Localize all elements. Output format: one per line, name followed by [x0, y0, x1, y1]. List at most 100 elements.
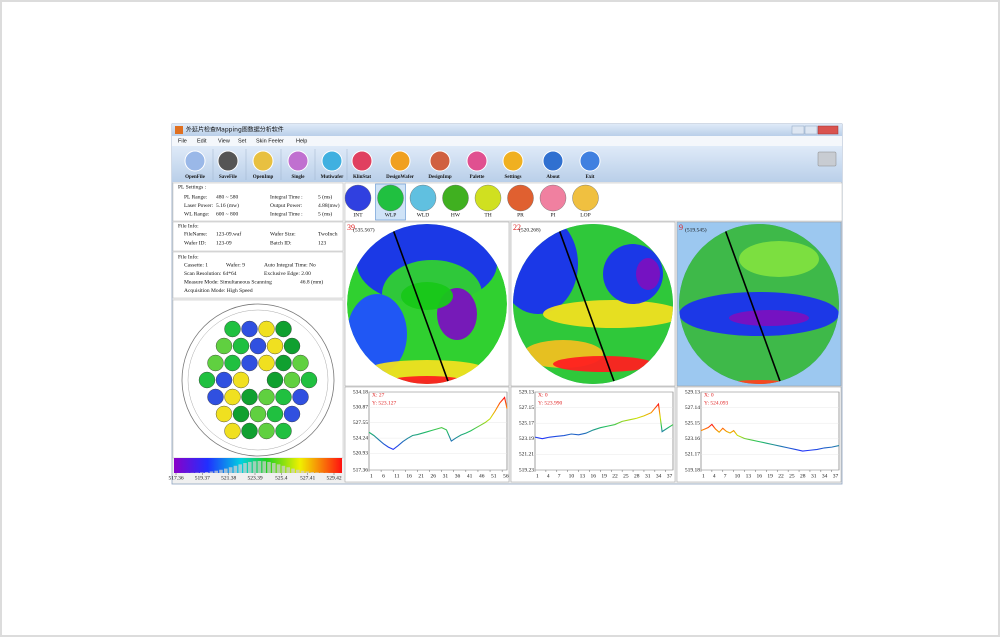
color-tick-label: 525.4: [275, 475, 288, 481]
x-tick-label: 1: [370, 473, 373, 479]
toolbar-button[interactable]: KlinStat: [353, 175, 371, 180]
tab[interactable]: WLP: [385, 212, 397, 218]
color-tick-label: 521.38: [221, 475, 236, 481]
histogram-bar: [243, 463, 247, 473]
menu-item[interactable]: View: [218, 138, 230, 144]
cursor-y: Y: 524.093: [704, 400, 728, 406]
setting-text: 5 (ms): [318, 210, 332, 217]
toolbar-button[interactable]: SaveFile: [219, 175, 238, 180]
histogram-bar: [233, 465, 238, 473]
toolbar-button[interactable]: Exit: [586, 175, 595, 180]
map-peak: (520.268): [519, 226, 541, 233]
small-wafer: [266, 371, 284, 389]
small-wafer: [224, 388, 241, 406]
map-region: [367, 360, 487, 380]
tab[interactable]: TH: [484, 212, 491, 218]
maximize-button[interactable]: [804, 125, 818, 135]
scan-line: [556, 224, 616, 384]
color-tick-label: 519.37: [195, 475, 210, 481]
menu-item[interactable]: Edit: [197, 138, 207, 144]
histogram-bar: [209, 471, 214, 473]
x-tick-label: 36: [455, 473, 461, 479]
y-tick-label: 519.18: [685, 467, 700, 473]
tab[interactable]: WLD: [417, 212, 430, 218]
toolbar-button[interactable]: DesignImp: [428, 175, 452, 180]
monitor-icon: [817, 151, 837, 167]
tab[interactable]: LOP: [580, 212, 590, 218]
histogram-bar: [214, 470, 218, 473]
toolbar-button[interactable]: OpenImp: [253, 175, 274, 180]
small-wafer: [275, 388, 292, 406]
small-wafer: [224, 422, 241, 440]
toolbar-icon: [184, 150, 206, 172]
x-tick-label: 28: [634, 473, 640, 479]
setting-text: Laser Power:: [184, 203, 214, 209]
data-line: [534, 402, 674, 440]
small-wafer: [232, 337, 250, 355]
map-region: [543, 300, 673, 328]
setting-text: WL Range:: [184, 211, 210, 217]
small-wafer: [224, 320, 241, 338]
scan-line: [390, 224, 450, 384]
x-tick-label: 31: [645, 473, 651, 479]
close-button[interactable]: [817, 125, 839, 135]
info-text: Acquisition Mode: High Speed: [184, 288, 253, 294]
small-wafer: [300, 371, 318, 389]
y-tick-label: 520.93: [353, 451, 368, 457]
toolbar-icon: [389, 150, 411, 172]
x-tick-label: 22: [612, 473, 618, 479]
tab[interactable]: HW: [451, 212, 461, 218]
tab[interactable]: PI: [551, 212, 556, 218]
map-region: [636, 258, 660, 290]
small-wafer: [198, 371, 216, 389]
info-text: Wafer Size:: [270, 230, 296, 237]
tab-thumbnail: [539, 184, 567, 212]
toolbar-icon: [542, 150, 564, 172]
small-wafer: [292, 388, 309, 406]
small-wafer: [241, 320, 258, 338]
histogram-bar: [257, 461, 262, 473]
x-tick-label: 19: [601, 473, 607, 479]
y-tick-label: 517.36: [353, 467, 368, 473]
x-tick-label: 10: [735, 473, 741, 479]
setting-text: Integral Time :: [270, 211, 303, 217]
y-tick-label: 527.14: [685, 405, 700, 411]
toolbar-button[interactable]: DesignWafer: [386, 175, 415, 180]
wafer-map: [347, 224, 507, 384]
menu-item[interactable]: Set: [238, 138, 247, 144]
toolbar-button[interactable]: Palette: [470, 175, 485, 180]
x-tick-label: 4: [713, 473, 716, 479]
tab-thumbnail: [344, 184, 372, 212]
x-tick-label: 25: [789, 473, 795, 479]
setting-text: 480 ~ 580: [216, 194, 238, 200]
small-wafer: [283, 337, 301, 355]
map-index: 9: [679, 223, 683, 232]
x-tick-label: 6: [382, 473, 385, 479]
x-tick-label: 34: [656, 473, 662, 479]
data-line: [368, 396, 508, 451]
minimize-button[interactable]: [791, 125, 805, 135]
x-tick-label: 41: [467, 473, 473, 479]
setting-text: PL Range:: [184, 194, 208, 200]
wafer-map: [679, 224, 839, 384]
panel-heading: File Info:: [178, 222, 199, 229]
y-tick-label: 519.23: [519, 467, 534, 473]
menu-item[interactable]: File: [178, 138, 187, 144]
toolbar-button[interactable]: Mutiwafer: [321, 175, 345, 180]
menu-item[interactable]: Help: [296, 138, 307, 144]
x-tick-label: 16: [756, 473, 762, 479]
y-tick-label: 523.19: [519, 436, 534, 442]
data-line: [700, 423, 840, 452]
window-title: 外延片检查Mapping图数据分析软件: [186, 126, 284, 134]
toolbar-button[interactable]: Settings: [505, 175, 522, 180]
cursor-x: X: 0: [538, 392, 548, 398]
small-wafer: [266, 337, 284, 355]
tab[interactable]: PR: [517, 212, 524, 218]
small-wafer: [249, 405, 267, 423]
setting-text: 600 ~ 800: [216, 211, 238, 217]
menu-item[interactable]: Skin Feeler: [256, 138, 284, 144]
tab[interactable]: INT: [353, 212, 363, 218]
toolbar-button[interactable]: About: [546, 175, 560, 180]
toolbar-button[interactable]: OpenFile: [185, 175, 206, 180]
toolbar-button[interactable]: Single: [291, 175, 305, 180]
